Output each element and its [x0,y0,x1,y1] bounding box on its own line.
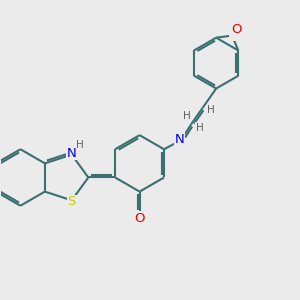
Text: O: O [134,212,145,225]
Text: N: N [67,147,76,160]
Text: O: O [232,23,242,36]
Text: H: H [196,123,203,133]
Text: H: H [76,140,84,150]
Text: S: S [68,195,76,208]
Text: N: N [175,133,184,146]
Text: H: H [207,106,215,116]
Text: O: O [230,27,241,40]
Text: H: H [183,111,191,121]
